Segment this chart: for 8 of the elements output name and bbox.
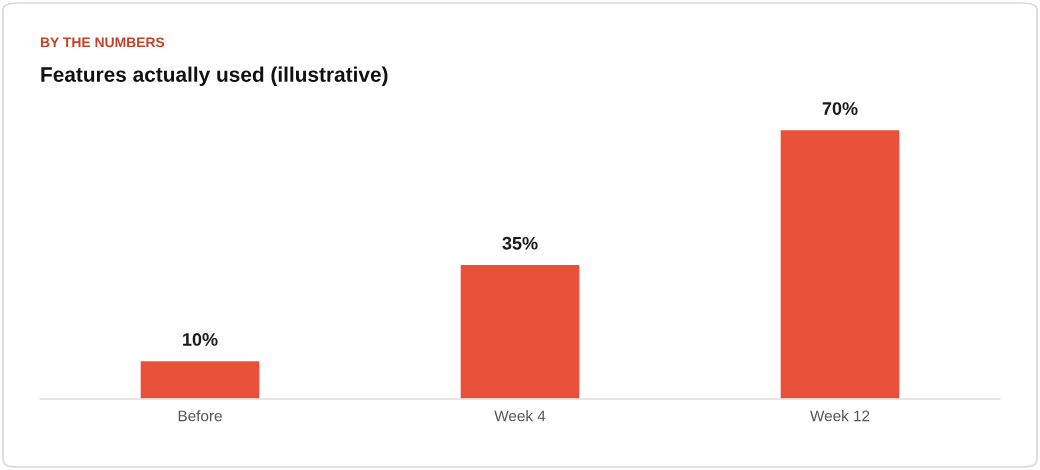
chart-title: Features actually used (illustrative): [41, 66, 388, 86]
data-label: 10%: [183, 333, 218, 346]
chart-subtitle: BY THE NUMBERS: [40, 37, 165, 48]
x-tick-label: Week 12: [810, 410, 870, 422]
x-tick-label: Week 4: [494, 410, 546, 422]
data-label: 35%: [502, 236, 538, 250]
data-label: 70%: [822, 102, 858, 115]
x-tick-label: Before: [178, 410, 222, 422]
